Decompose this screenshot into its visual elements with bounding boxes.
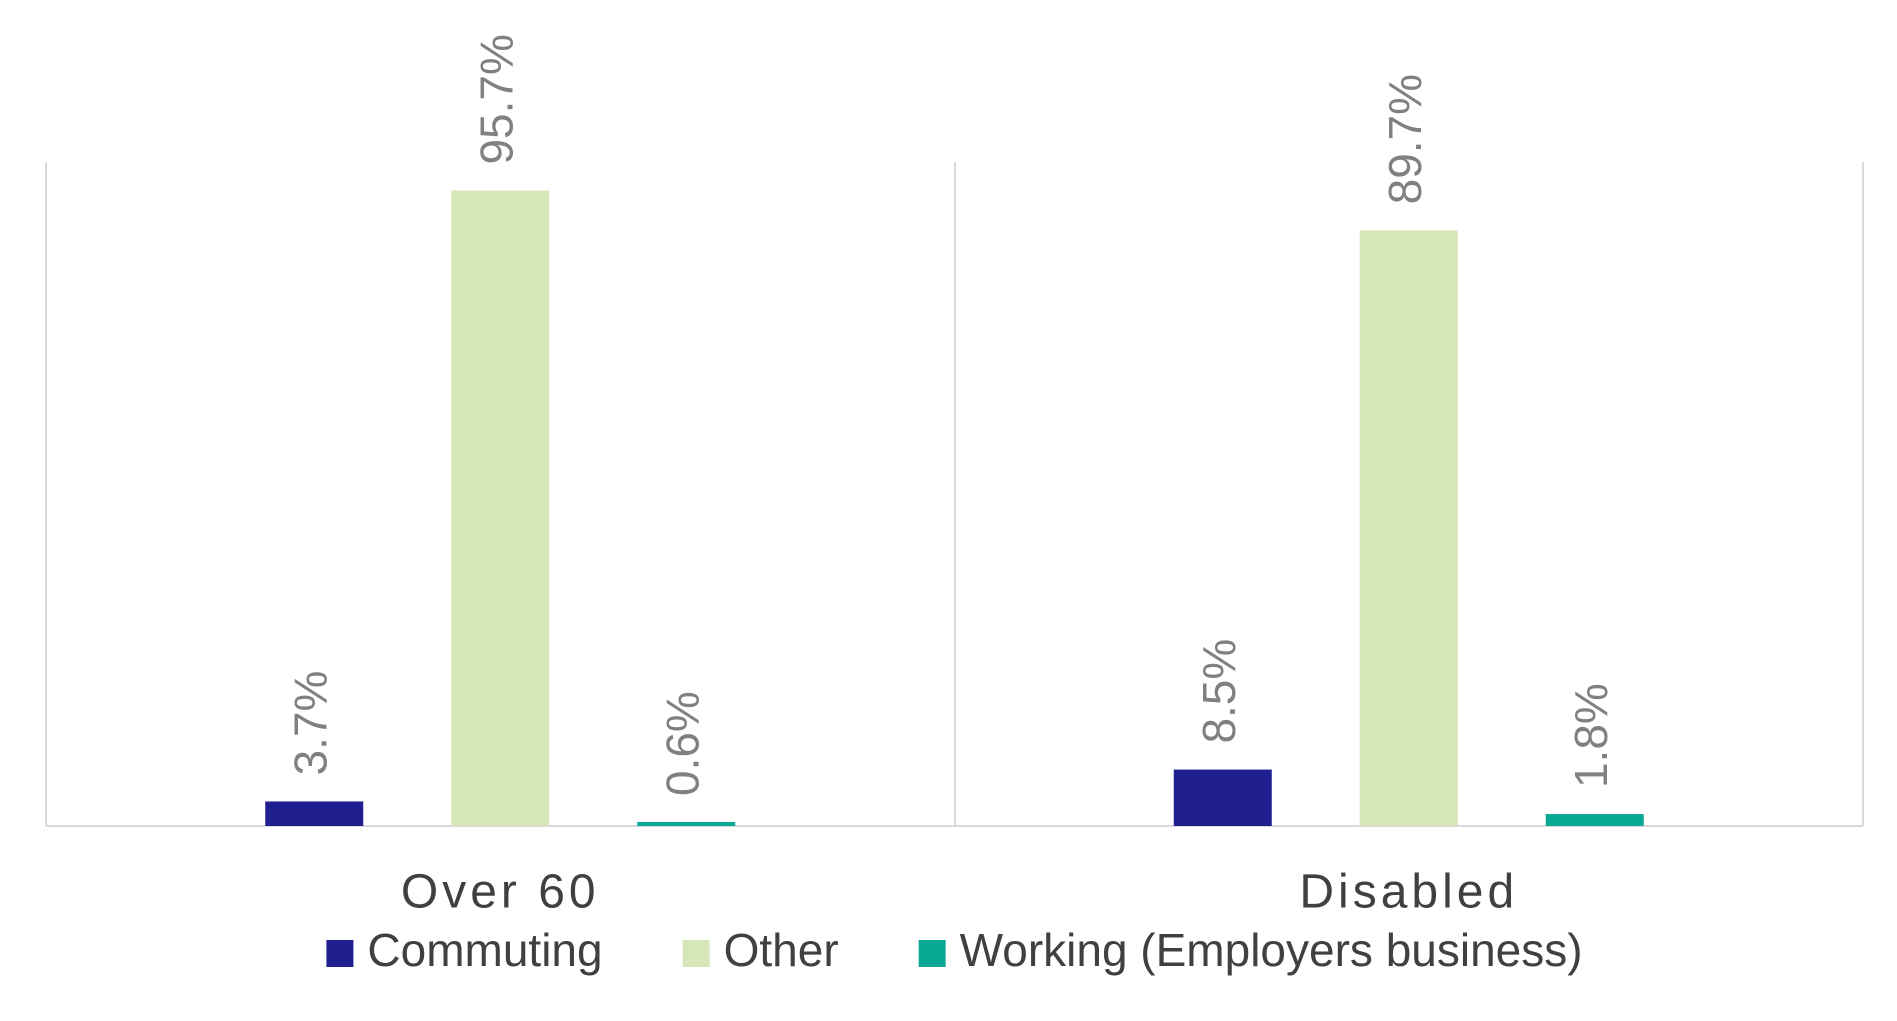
value-label: 8.5% <box>1193 639 1245 744</box>
value-label: 3.7% <box>284 671 336 776</box>
bar <box>1545 814 1644 826</box>
bar <box>265 801 364 826</box>
legend-swatch <box>326 940 354 967</box>
legend-label: Commuting <box>367 924 602 976</box>
value-label: 89.7% <box>1379 74 1431 204</box>
legend-swatch <box>918 940 946 967</box>
legend-swatch <box>682 940 710 967</box>
legend-label: Other <box>724 924 839 976</box>
bar <box>1173 769 1272 826</box>
legend-label: Working (Employers business) <box>960 924 1583 976</box>
value-label: 1.8% <box>1565 683 1617 788</box>
bar <box>637 822 736 826</box>
value-label: 95.7% <box>470 34 522 164</box>
x-tick-label: Over 60 <box>401 866 600 919</box>
x-tick-label: Disabled <box>1299 866 1518 919</box>
bar <box>1359 230 1458 827</box>
value-label: 0.6% <box>656 691 708 796</box>
bar <box>451 190 550 826</box>
